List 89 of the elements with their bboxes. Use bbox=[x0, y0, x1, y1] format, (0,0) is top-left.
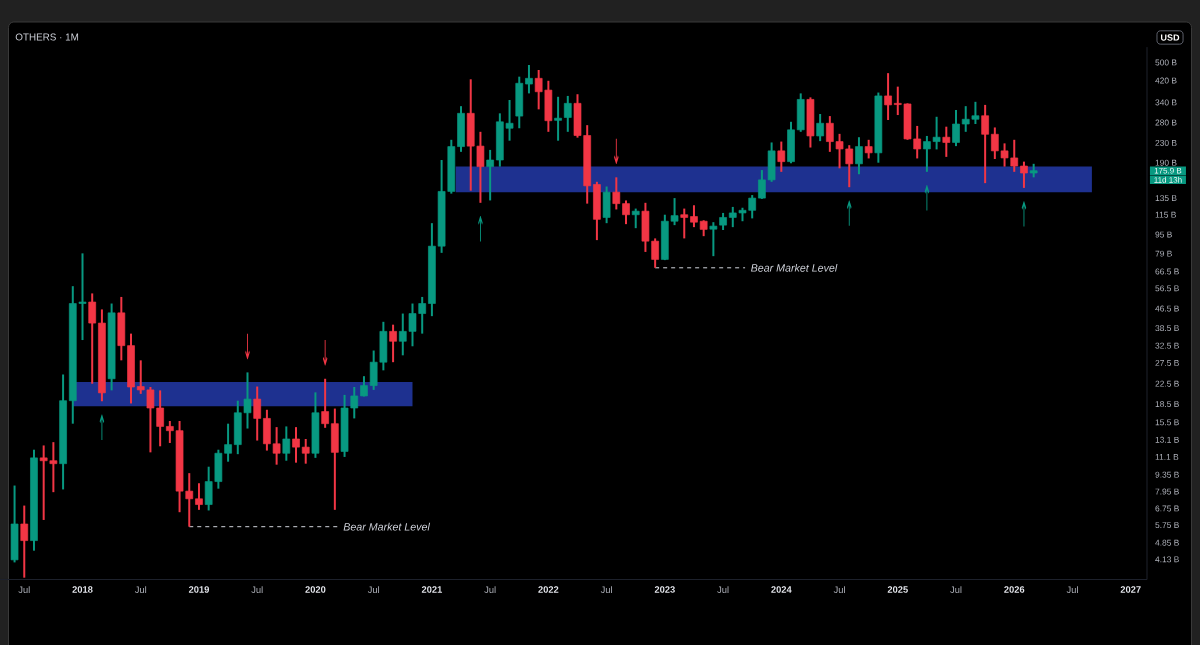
x-tick-label: Jul bbox=[367, 586, 380, 594]
y-tick-label: 66.5 B bbox=[1155, 268, 1179, 275]
x-tick-label: Jul bbox=[484, 586, 496, 594]
y-tick-label: 4.13 B bbox=[1155, 556, 1179, 563]
x-tick-label: 2020 bbox=[305, 586, 326, 593]
candlestick bbox=[20, 504, 29, 579]
candlestick bbox=[525, 63, 533, 95]
candlestick bbox=[1020, 160, 1028, 189]
y-tick-label: 500 B bbox=[1155, 59, 1177, 66]
annotation: ↑ bbox=[924, 185, 930, 211]
x-tick-label: Jul bbox=[600, 586, 612, 594]
y-tick-label: 6.75 B bbox=[1155, 505, 1179, 512]
y-tick-label: 5.75 B bbox=[1155, 522, 1179, 528]
candlestick bbox=[864, 138, 873, 160]
candlestick bbox=[952, 109, 960, 148]
candlestick bbox=[321, 377, 329, 429]
y-tick-label: 4.85 B bbox=[1155, 539, 1179, 546]
candlestick bbox=[884, 72, 892, 121]
x-tick-label: Jul bbox=[134, 586, 147, 594]
y-tick-label: 190 B bbox=[1155, 159, 1177, 166]
x-tick-label: Jul bbox=[251, 586, 263, 594]
candlestick bbox=[195, 482, 203, 511]
annotation: ↑ bbox=[478, 216, 483, 242]
y-tick-label: 79 B bbox=[1155, 250, 1172, 257]
x-tick-label: 2024 bbox=[771, 586, 792, 593]
x-tick-label: 2025 bbox=[887, 586, 908, 593]
y-tick-label: 32.5 B bbox=[1155, 342, 1179, 349]
annotation: ↓ bbox=[614, 138, 619, 165]
text: 175.9 B bbox=[1154, 167, 1182, 174]
annotation: Bear Market Level bbox=[343, 522, 431, 531]
candlestick bbox=[554, 95, 562, 142]
annotation: ↑ bbox=[847, 200, 852, 226]
y-tick-label: 9.35 B bbox=[1155, 471, 1179, 478]
y-tick-label: 18.5 B bbox=[1155, 401, 1179, 407]
y-axis-title: USD bbox=[1160, 34, 1180, 41]
x-tick-label: Jul bbox=[717, 586, 729, 594]
annotation: ↑ bbox=[1021, 201, 1027, 227]
y-tick-label: 11.1 B bbox=[1155, 454, 1179, 460]
x-tick-label: Jul bbox=[950, 586, 962, 594]
y-tick-label: 340 B bbox=[1155, 99, 1177, 106]
candlestick bbox=[563, 94, 572, 133]
candlestick bbox=[855, 136, 863, 176]
y-tick-label: 56.5 B bbox=[1155, 285, 1179, 292]
y-tick-label: 22.5 B bbox=[1155, 380, 1179, 387]
candlestick bbox=[816, 113, 824, 143]
x-tick-label: 2018 bbox=[72, 586, 93, 593]
x-tick-label: Jul bbox=[18, 586, 30, 594]
x-tick-label: 2026 bbox=[1004, 586, 1025, 593]
annotation: ↑ bbox=[99, 414, 105, 440]
chart-title: OTHERS · 1M bbox=[15, 33, 79, 41]
y-tick-label: 115 B bbox=[1155, 211, 1176, 218]
candlestick bbox=[680, 207, 689, 240]
y-tick-label: 7.95 B bbox=[1155, 488, 1179, 495]
candlestick bbox=[253, 385, 262, 442]
candlestick bbox=[981, 103, 989, 185]
x-tick-label: 2023 bbox=[654, 586, 675, 593]
y-tick-label: 230 B bbox=[1155, 139, 1177, 146]
text: 11d 13h bbox=[1154, 176, 1182, 183]
y-tick-label: 280 B bbox=[1155, 119, 1177, 126]
y-tick-label: 38.5 B bbox=[1155, 325, 1179, 332]
candlestick bbox=[631, 207, 640, 230]
candlestick bbox=[88, 292, 97, 385]
candlestick bbox=[282, 425, 291, 462]
y-tick-label: 13.1 B bbox=[1155, 436, 1179, 443]
x-tick-label: Jul bbox=[1066, 586, 1078, 594]
candlestick bbox=[389, 323, 397, 364]
y-tick-label: 135 B bbox=[1155, 195, 1177, 202]
y-tick-label: 95 B bbox=[1155, 231, 1172, 238]
candlestick bbox=[486, 148, 494, 202]
x-tick-label: 2027 bbox=[1120, 586, 1141, 593]
candlestick bbox=[942, 125, 951, 158]
candlestick bbox=[301, 437, 310, 465]
candlestick bbox=[360, 375, 368, 398]
x-tick-label: 2021 bbox=[421, 586, 443, 593]
candlestick bbox=[622, 199, 630, 226]
y-tick-label: 46.5 B bbox=[1155, 305, 1179, 312]
candlestick bbox=[292, 426, 300, 464]
y-tick-label: 420 B bbox=[1155, 77, 1177, 84]
y-tick-label: 27.5 B bbox=[1155, 359, 1179, 366]
x-tick-label: Jul bbox=[833, 586, 845, 594]
y-tick-label: 15.5 B bbox=[1155, 419, 1179, 426]
annotation: ↓ bbox=[245, 333, 250, 360]
candlestick bbox=[777, 140, 786, 173]
x-tick-label: 2022 bbox=[538, 586, 559, 593]
candlestick bbox=[690, 204, 698, 229]
candlestick bbox=[612, 176, 621, 211]
x-tick-label: 2019 bbox=[188, 586, 210, 593]
annotation: Bear Market Level bbox=[751, 263, 838, 272]
annotation: ↓ bbox=[322, 340, 328, 366]
